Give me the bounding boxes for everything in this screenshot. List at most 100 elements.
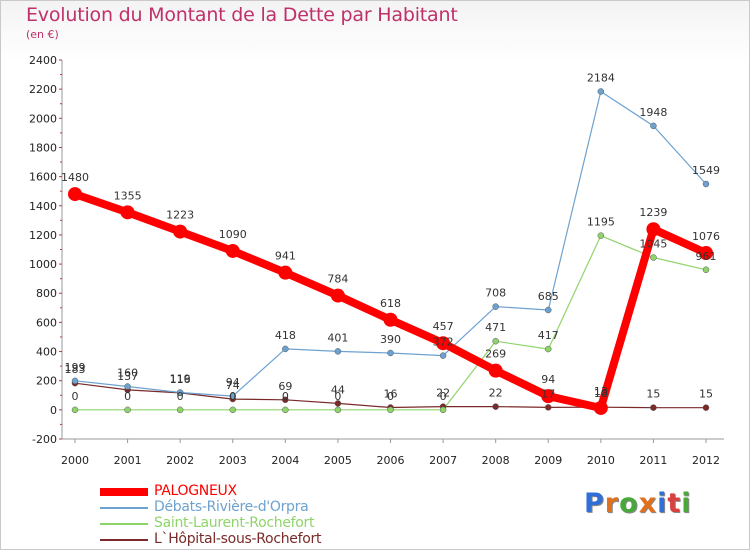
data-label: 0: [124, 390, 131, 403]
y-tick-label: 2000: [29, 112, 57, 125]
x-tick-label: 2012: [692, 454, 720, 467]
data-point: [176, 406, 184, 414]
data-label: 1045: [639, 238, 667, 251]
chart-subtitle: (en €): [26, 28, 59, 41]
data-point: [334, 348, 342, 355]
data-label: 1076: [692, 230, 720, 243]
data-label: 183: [65, 363, 86, 376]
data-label: 390: [380, 333, 401, 346]
y-tick-label: 1200: [29, 229, 57, 242]
data-point: [383, 312, 398, 327]
data-point: [176, 389, 184, 396]
data-point: [650, 254, 657, 261]
data-point: [492, 337, 499, 345]
y-tick-label: 800: [36, 287, 57, 300]
logo-letter: i: [681, 488, 692, 519]
data-point: [71, 377, 79, 385]
data-label: 22: [436, 387, 450, 400]
x-tick-label: 2006: [377, 454, 405, 467]
data-point: [225, 243, 240, 258]
data-point: [282, 406, 289, 414]
data-label: 1355: [114, 189, 142, 202]
data-point: [334, 400, 342, 407]
data-label: 0: [334, 390, 341, 403]
y-tick-label: 1400: [29, 200, 57, 213]
data-point: [282, 345, 289, 353]
y-tick-label: 2200: [29, 83, 57, 96]
data-point: [436, 336, 451, 351]
logo-letter: r: [604, 488, 620, 519]
data-label: 13: [594, 385, 608, 398]
series-markers: [68, 88, 713, 415]
data-point: [229, 406, 236, 414]
data-point: [545, 306, 552, 314]
data-point: [173, 224, 188, 239]
data-point: [120, 205, 135, 220]
logo-letter: t: [667, 488, 682, 519]
data-label: 0: [387, 390, 394, 403]
data-point: [699, 245, 713, 260]
data-label: 1549: [692, 164, 720, 177]
y-tick-label: 0: [50, 404, 57, 417]
y-tick-label: 1600: [29, 171, 57, 184]
data-label: 618: [380, 297, 401, 310]
x-tick-label: 2001: [114, 454, 142, 467]
legend-swatch: [100, 539, 148, 541]
data-point: [545, 404, 552, 411]
data-point: [334, 406, 342, 414]
data-label: 18: [594, 387, 608, 400]
legend-label: Débats-Rivière-d'Orpra: [154, 499, 309, 515]
data-label: 1239: [639, 206, 667, 219]
data-label: 15: [699, 388, 713, 401]
data-label: 1195: [587, 216, 615, 229]
data-point: [597, 88, 605, 95]
series-lines: [71, 90, 710, 412]
legend-swatch: [100, 507, 148, 509]
data-label: 0: [177, 390, 184, 403]
y-tick-label: 600: [36, 316, 57, 329]
data-label: 457: [433, 320, 454, 333]
data-point: [702, 266, 710, 274]
data-label: 784: [327, 273, 348, 286]
proxiti-logo: Proxiti: [584, 488, 692, 519]
x-tick-label: 2003: [219, 454, 247, 467]
data-point: [124, 383, 131, 390]
axes: -200020040060080010001200140016001800200…: [29, 54, 724, 467]
legend-swatch: [100, 523, 148, 525]
data-label: 417: [538, 329, 559, 342]
data-label: 22: [489, 387, 503, 400]
x-tick-label: 2008: [482, 454, 510, 467]
data-label: 941: [275, 250, 296, 263]
x-tick-label: 2010: [587, 454, 615, 467]
data-labels: 183 137 116 74 69 44 16 22 22 17 18 15 15 0 0 0 0 0 0 0 0 471…: [61, 71, 720, 402]
chart-title: Evolution du Montant de la Dette par Hab…: [26, 4, 458, 26]
data-label: 1223: [166, 209, 194, 222]
data-label: 1480: [61, 171, 89, 184]
data-label: 1948: [639, 106, 667, 119]
data-label: 0: [72, 390, 79, 403]
y-tick-label: 1000: [29, 258, 57, 271]
data-point: [124, 406, 131, 414]
data-point: [387, 349, 394, 357]
legend-swatch: [100, 488, 148, 496]
data-label: 137: [117, 370, 138, 383]
x-tick-label: 2000: [61, 454, 89, 467]
legend-label: Saint-Laurent-Rochefort: [154, 515, 315, 531]
data-label: 471: [485, 321, 506, 334]
logo-letter: P: [584, 488, 605, 519]
data-label: 401: [327, 331, 348, 344]
data-point: [387, 406, 394, 414]
data-point: [439, 406, 447, 414]
data-label: 94: [541, 373, 555, 386]
data-point: [597, 232, 605, 239]
data-point: [650, 122, 657, 130]
data-point: [702, 404, 710, 411]
x-tick-label: 2007: [429, 454, 457, 467]
logo-letter: o: [619, 488, 639, 519]
logo-letter: i: [657, 488, 668, 519]
data-label: 17: [541, 387, 555, 400]
x-tick-label: 2004: [271, 454, 299, 467]
x-tick-label: 2005: [324, 454, 352, 467]
data-point: [702, 180, 710, 188]
